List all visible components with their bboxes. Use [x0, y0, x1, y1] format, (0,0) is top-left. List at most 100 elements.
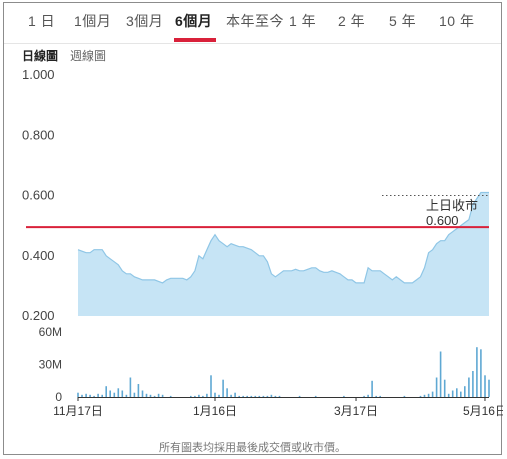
volume-bar — [133, 392, 136, 397]
volume-bar — [129, 377, 132, 397]
volume-bar — [371, 380, 373, 398]
tab-1d[interactable]: 1 日 — [28, 13, 56, 29]
subtab-daily[interactable]: 日線圖 — [22, 49, 59, 63]
volume-bar — [460, 391, 462, 397]
volume-bar — [456, 388, 458, 397]
tab-3m[interactable]: 3個月 — [126, 13, 164, 29]
price-tick-label: 0.800 — [22, 127, 55, 142]
x-axis-label: 3月17日 — [334, 404, 378, 418]
volume-bar — [488, 379, 490, 397]
volume-bar — [101, 394, 103, 397]
volume-bar — [210, 375, 212, 397]
volume-bar — [226, 388, 228, 397]
volume-bar — [480, 349, 482, 397]
volume-bar — [125, 394, 128, 397]
volume-bar — [468, 377, 470, 397]
volume-bar — [246, 395, 248, 397]
price-area — [78, 192, 489, 316]
volume-bar — [298, 395, 301, 397]
volume-tick-label: 60M — [39, 325, 62, 339]
price-tick-label: 1.000 — [22, 67, 55, 82]
volume-bar — [222, 379, 224, 397]
volume-bar — [105, 386, 107, 397]
volume-bar — [77, 392, 79, 397]
tab-6m[interactable]: 6個月 — [175, 13, 213, 29]
tab-10y[interactable]: 10 年 — [439, 13, 475, 29]
volume-bar — [314, 395, 317, 397]
volume-bar — [472, 371, 474, 397]
volume-bar — [157, 393, 160, 398]
volume-bar — [234, 392, 236, 397]
volume-bar — [93, 395, 95, 397]
volume-bar — [169, 395, 172, 397]
range-tabs: 1 日 1個月 3個月 6個月 本年至今 1 年 2 年 5 年 10 年 — [4, 3, 501, 43]
volume-bar — [230, 394, 232, 397]
volume-bar — [97, 393, 99, 398]
price-line — [77, 191, 489, 284]
volume-bar — [161, 394, 164, 397]
volume-bar — [109, 390, 111, 397]
volume-tick-label: 0 — [55, 390, 62, 404]
volume-bar — [214, 392, 216, 397]
volume-bar — [464, 386, 466, 397]
tab-1y[interactable]: 1 年 — [289, 13, 317, 29]
volume-bar — [484, 375, 486, 397]
tab-5y[interactable]: 5 年 — [389, 13, 417, 29]
volume-bar — [419, 395, 422, 397]
volume-tick-label: 30M — [39, 358, 62, 372]
volume-bar — [218, 394, 220, 397]
volume-bar — [431, 391, 434, 397]
x-axis-label: 11月17日 — [53, 404, 103, 418]
volume-bar — [375, 395, 377, 397]
volume-bar — [149, 394, 152, 397]
volume-bar — [367, 394, 369, 397]
volume-bar — [202, 395, 204, 397]
volume-bar — [85, 393, 87, 398]
x-axis-label: 5月16日 — [463, 404, 503, 418]
volume-bar — [113, 392, 116, 397]
volume-bar — [89, 394, 91, 397]
volume-bar — [427, 393, 430, 398]
volume-bar — [153, 395, 156, 397]
volume-bar — [250, 395, 253, 397]
tabs-divider — [4, 43, 501, 44]
volume-bar — [198, 394, 200, 397]
price-tick-label: 0.200 — [22, 308, 55, 323]
previous-close-value: 0.600 — [426, 213, 459, 228]
volume-bar — [270, 394, 273, 397]
volume-bar — [266, 395, 269, 397]
volume-bar — [443, 379, 446, 397]
volume-bar — [137, 384, 140, 397]
volume-bar — [363, 395, 365, 397]
volume-bar — [242, 395, 244, 397]
volume-bar — [476, 347, 478, 397]
volume-bar — [238, 395, 240, 397]
previous-close-label: 上日收市 — [426, 198, 478, 213]
volume-bar — [194, 395, 196, 397]
tab-1m[interactable]: 1個月 — [74, 13, 112, 29]
volume-bar — [435, 377, 438, 397]
price-tick-label: 0.400 — [22, 248, 55, 263]
volume-bar — [190, 395, 192, 397]
volume-bar — [451, 390, 454, 397]
volume-bar — [258, 395, 261, 397]
active-tab-indicator — [174, 38, 216, 42]
volume-bar — [274, 395, 277, 397]
volume-bar — [379, 395, 381, 397]
volume-bar — [81, 394, 83, 397]
x-axis-label: 1月16日 — [193, 404, 237, 418]
subtab-weekly[interactable]: 週線圖 — [70, 49, 107, 63]
volume-bar — [439, 351, 442, 397]
volume-bar — [254, 395, 257, 397]
price-tick-label: 0.600 — [22, 188, 55, 203]
chart-panel: 1 日 1個月 3個月 6個月 本年至今 1 年 2 年 5 年 10 年 日線… — [3, 2, 503, 455]
volume-bar — [423, 394, 426, 397]
volume-bar — [278, 395, 281, 397]
tab-ytd[interactable]: 本年至今 — [226, 13, 284, 29]
volume-bar — [262, 395, 265, 397]
volume-bar — [206, 393, 208, 398]
volume-bar — [141, 390, 144, 397]
tab-2y[interactable]: 2 年 — [338, 13, 366, 29]
volume-bar — [117, 388, 120, 397]
